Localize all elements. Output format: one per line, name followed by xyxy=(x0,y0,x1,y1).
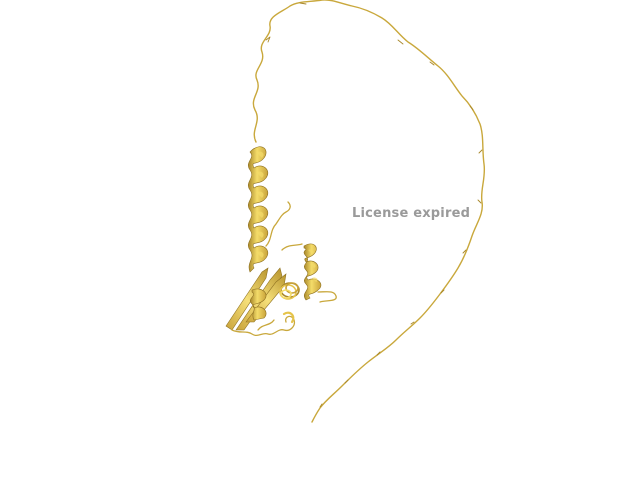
coil-lower-domain xyxy=(231,243,337,337)
coil-small-loop xyxy=(282,311,295,324)
alpha-helix-lower xyxy=(250,288,267,321)
coil-loop-detail xyxy=(265,2,483,408)
license-expired-watermark: License expired xyxy=(352,206,471,221)
coil-short-hook xyxy=(265,201,291,247)
alpha-helix-main xyxy=(248,146,269,273)
alpha-helix-end-on xyxy=(279,282,300,300)
alpha-helix-right xyxy=(303,243,322,301)
